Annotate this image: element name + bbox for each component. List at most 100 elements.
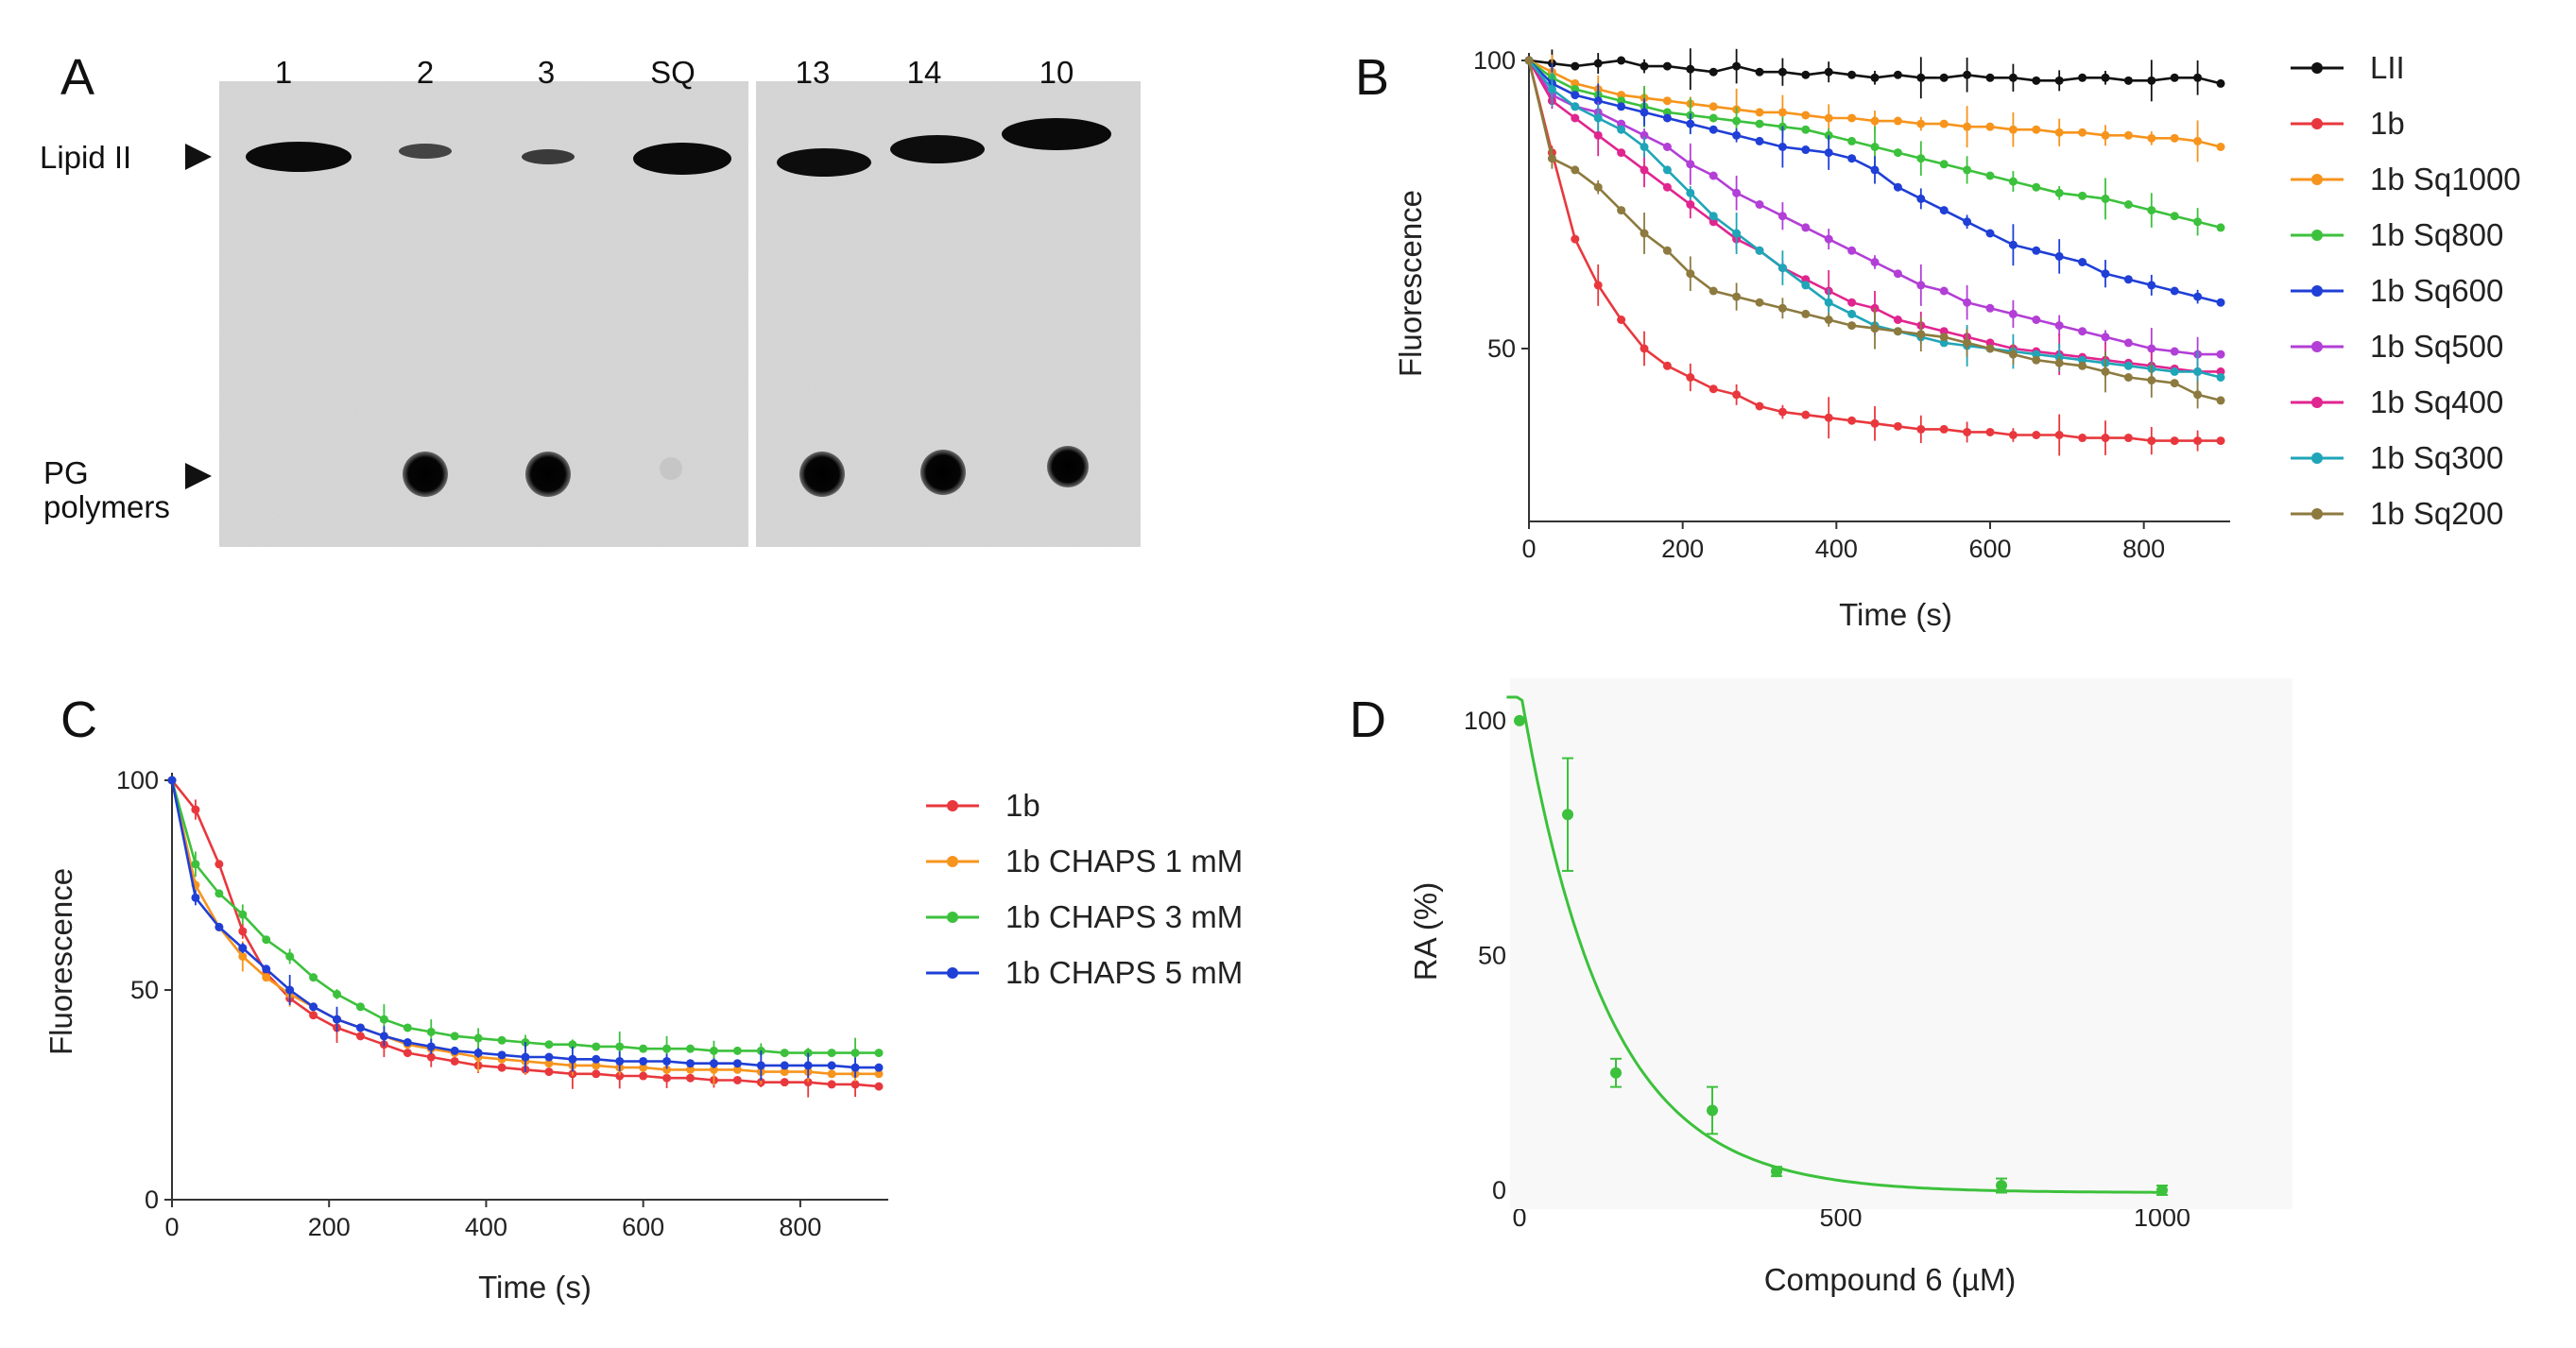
- lane-label-10: 10: [1039, 55, 1074, 90]
- c-series-1b-chaps-1-mm-point: [827, 1069, 836, 1079]
- b-legend-swatch-marker: [2311, 285, 2323, 297]
- b-series-lii-point: [1870, 73, 1880, 82]
- b-series-1b-sq300-point: [2216, 373, 2225, 382]
- b-series-1b-sq300-point: [1571, 102, 1580, 111]
- b-series-1b-sq200-point: [2123, 373, 2133, 382]
- c-series-1b-point: [662, 1073, 672, 1083]
- d-x-tick-label: 0: [1512, 1203, 1526, 1232]
- b-series-lii-point: [2170, 73, 2179, 82]
- b-series-1b-point: [1777, 407, 1787, 417]
- b-legend-item-1b-sq1000: 1b Sq1000: [2291, 162, 2521, 196]
- b-series-1b-sq1000-point: [2078, 128, 2087, 137]
- b-series-1b-sq500-point: [2170, 347, 2179, 356]
- b-series-1b-point: [2054, 431, 2064, 439]
- c-series-1b-chaps-5-mm-point: [497, 1050, 507, 1060]
- b-series-1b-sq300-point: [1662, 165, 1672, 175]
- c-plot-area: [167, 776, 884, 1098]
- c-series-1b-chaps-5-mm-point: [215, 922, 224, 931]
- c-series-1b-point: [803, 1078, 813, 1087]
- b-series-1b-sq300-point: [1824, 298, 1833, 307]
- b-series-1b-sq500-point: [1916, 281, 1926, 290]
- c-series-1b-chaps-5-mm-point: [544, 1052, 554, 1062]
- c-series-1b-chaps-1-mm-point: [639, 1063, 648, 1072]
- b-series-1b-sq600-point: [2216, 298, 2225, 307]
- b-legend-swatch-marker: [2311, 452, 2323, 464]
- lipid-band-lane-1: [246, 142, 352, 172]
- c-series-1b-chaps-5-mm-point: [732, 1059, 742, 1068]
- c-series-1b-point: [450, 1056, 459, 1066]
- b-series-1b-sq500-point: [1709, 171, 1718, 180]
- c-series-1b-chaps-5-mm-point: [803, 1061, 813, 1070]
- lane-label-sq: SQ: [650, 55, 696, 90]
- c-series-1b-chaps-3-mm-point: [426, 1027, 436, 1036]
- b-series-1b-sq400-point: [1571, 113, 1580, 123]
- b-series-1b-sq200-point: [1893, 327, 1902, 336]
- c-x-axis-label: Time (s): [478, 1270, 592, 1305]
- b-series-1b-sq1000-point: [2147, 133, 2156, 143]
- pg-spot-lane-sq-faint: [660, 457, 682, 480]
- b-series-1b-point: [1755, 401, 1764, 411]
- b-series-lii-point: [2216, 78, 2225, 88]
- b-series-1b-sq300-point: [1617, 125, 1626, 134]
- c-series-1b-chaps-1-mm-point: [874, 1069, 884, 1079]
- b-legend-label: 1b Sq300: [2370, 440, 2503, 475]
- c-series-1b-point: [686, 1073, 696, 1083]
- c-series-1b-chaps-5-mm-point: [615, 1056, 625, 1066]
- c-series-1b-chaps-1-mm-point: [686, 1065, 696, 1074]
- panel-letter-a: A: [60, 49, 94, 106]
- c-series-1b-chaps-1-mm-point: [262, 973, 271, 982]
- b-series-1b-sq200-point: [1686, 269, 1695, 279]
- b-series-1b-sq300-point: [1686, 188, 1695, 197]
- c-series-1b-chaps-5-mm-point: [850, 1063, 860, 1072]
- d-y-tick-label: 0: [1492, 1176, 1506, 1204]
- d-data-point: [1610, 1066, 1622, 1079]
- b-series-1b-sq800-point: [1732, 116, 1742, 126]
- b-legend-item-1b-sq400: 1b Sq400: [2291, 384, 2503, 419]
- panel-b-chart: B 0 200 400 600 800 50 100 LII 1b 1b Sq1000 1b Sq…: [1355, 46, 2521, 632]
- c-series-1b-chaps-1-mm-point: [662, 1065, 672, 1074]
- b-series-1b-sq200-point: [1524, 56, 1534, 65]
- c-legend: 1b 1b CHAPS 1 mM 1b CHAPS 3 mM 1b CHAPS 5 m…: [926, 788, 1243, 990]
- b-series-1b-sq200-point: [2101, 367, 2110, 376]
- pg-spot-lane-2: [403, 452, 448, 497]
- b-series-1b-point: [2008, 431, 2018, 439]
- b-series-1b-sq300-point: [1755, 246, 1764, 255]
- b-series-1b-sq800-point: [2101, 194, 2110, 203]
- c-series-1b-chaps-3-mm-point: [191, 860, 200, 869]
- b-legend-label: 1b Sq600: [2370, 273, 2503, 308]
- b-series-1b-sq500-point: [1662, 143, 1672, 151]
- lane-label-14: 14: [907, 55, 942, 90]
- b-series-1b-sq600-point: [1985, 229, 1995, 238]
- c-series-1b-point: [592, 1069, 601, 1079]
- b-series-1b-point: [1686, 373, 1695, 382]
- lane-label-1: 1: [275, 55, 292, 90]
- d-data-point: [2156, 1185, 2168, 1196]
- b-series-1b-sq600-point: [2170, 286, 2179, 296]
- c-series-1b-chaps-3-mm-point: [662, 1044, 672, 1053]
- c-series-1b-point: [615, 1071, 625, 1081]
- b-series-1b-sq400-point: [1593, 130, 1603, 140]
- b-series-1b-point: [1916, 424, 1926, 434]
- c-x-tick-label: 200: [308, 1213, 351, 1241]
- b-series-1b-sq600-point: [1571, 91, 1580, 100]
- b-series-1b-sq1000-point: [2170, 133, 2179, 143]
- c-series-1b-chaps-5-mm-point: [379, 1032, 388, 1041]
- b-series-1b-sq500-point: [1801, 223, 1811, 232]
- c-series-1b-chaps-1-mm-point: [732, 1065, 742, 1074]
- lane-label-3: 3: [538, 55, 555, 90]
- b-series-1b-sq500-point: [1870, 258, 1880, 266]
- b-series-lii-point: [2008, 73, 2018, 82]
- b-series-1b: [1524, 56, 2225, 456]
- b-series-1b-sq600-point: [1777, 143, 1787, 151]
- b-series-1b-sq800-point: [2216, 223, 2225, 232]
- c-legend-swatch-marker: [947, 912, 958, 923]
- b-series-1b-sq200-point: [1801, 309, 1811, 318]
- b-legend-swatch-marker: [2311, 118, 2323, 129]
- b-series-lii-point: [1916, 73, 1926, 82]
- b-series-1b-point: [1709, 384, 1718, 394]
- b-series-1b-sq600-point: [1732, 130, 1742, 140]
- b-series-1b-sq800-point: [1847, 136, 1857, 145]
- c-y-tick-label: 50: [130, 976, 159, 1004]
- b-series-1b-sq800-point: [1801, 125, 1811, 134]
